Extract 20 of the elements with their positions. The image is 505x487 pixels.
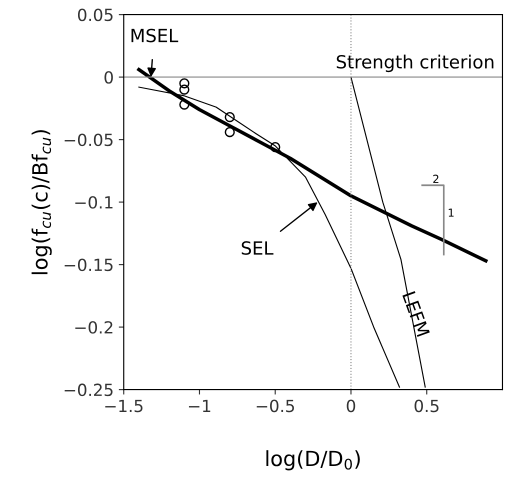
y-tick-label: −0.2 <box>75 321 112 334</box>
x-tick-label: 0 <box>346 400 356 412</box>
x-tick-label: −0.5 <box>256 400 294 412</box>
y-tick-label: −0.15 <box>64 258 113 272</box>
y-tick-label: 0.05 <box>78 8 113 22</box>
annotation: LEFM <box>402 291 430 337</box>
y-tick-label: −0.05 <box>64 134 113 146</box>
annotation: SEL <box>242 241 274 255</box>
y-tick-label: 0 <box>104 71 113 84</box>
x-axis-title: log(D/D$_{0}$) <box>266 450 360 470</box>
y-axis-title: log(f$_{cu}$(c)/Bf$_{cu}$) <box>32 130 52 274</box>
x-tick-label: −1.5 <box>105 400 143 412</box>
annotation: 2 <box>433 174 438 183</box>
y-tick-label: −0.25 <box>64 384 113 396</box>
ref-line-label: Strength criterion <box>336 54 494 72</box>
x-tick-label: 0.5 <box>414 400 439 412</box>
x-tick-label: −1 <box>188 400 210 412</box>
annotation: 1 <box>448 208 454 217</box>
y-tick-label: −0.1 <box>75 196 112 209</box>
annotation: MSEL <box>132 28 178 42</box>
